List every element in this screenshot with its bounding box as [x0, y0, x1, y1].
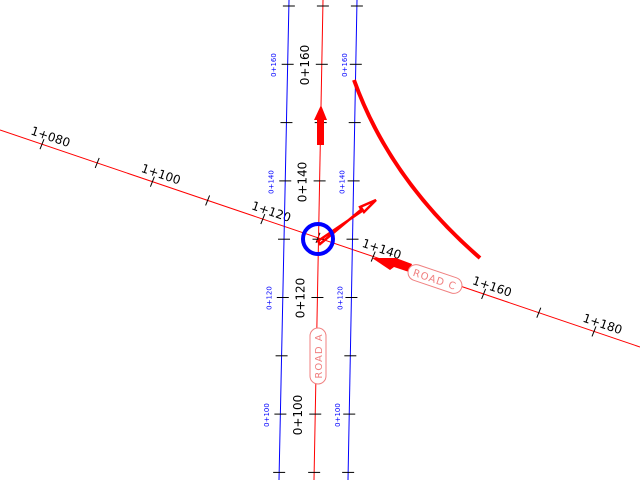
right-offset-station-label: 0+140: [339, 170, 347, 194]
road-a-station-labels: 0+160 0+140 0+120 0+100 0+160 0+140 0+120 0+100…: [263, 45, 349, 436]
road-c-station-label: 1+080: [29, 124, 72, 150]
road-c-station-label: 1+160: [471, 273, 514, 299]
road-a-station-label: 0+120: [293, 278, 307, 319]
road-a-left-offset[interactable]: [278, 0, 290, 480]
left-offset-station-label: 0+160: [270, 53, 278, 77]
right-offset-station-label: 0+120: [336, 286, 344, 310]
road-c-tick: [94, 157, 100, 169]
arrow-up-icon: [314, 105, 327, 145]
road-c-station-label: 1+120: [250, 199, 293, 225]
road-a-right-offset[interactable]: [347, 0, 358, 480]
road-c-tick: [370, 251, 376, 262]
road-c-ticks: [39, 139, 597, 337]
road-c-tick: [481, 288, 487, 300]
curb-return-curve[interactable]: [352, 79, 482, 260]
arrow-west-icon: [372, 258, 412, 272]
road-a-station-label: 0+160: [298, 45, 312, 86]
road-a-station-label: 0+140: [296, 162, 310, 203]
road-c-tick: [591, 326, 597, 337]
road-a-name: ROAD A: [314, 333, 325, 378]
road-c-tick: [205, 195, 211, 206]
right-offset-station-label: 0+160: [341, 53, 349, 77]
arrow-northeast-icon: [316, 198, 377, 246]
road-c-station-label: 1+100: [139, 161, 182, 187]
left-offset-station-label: 0+120: [265, 286, 273, 310]
road-c-tick: [536, 307, 542, 318]
intersection-marker[interactable]: [301, 222, 335, 256]
right-offset-station-label: 0+100: [334, 403, 342, 427]
road-a-station-label: 0+100: [291, 395, 305, 436]
road-c-station-label: 1+180: [581, 311, 624, 337]
road-c-tick: [260, 213, 266, 225]
road-c-tick: [149, 176, 155, 187]
road-a-label[interactable]: ROAD A: [309, 327, 327, 385]
left-offset-station-label: 0+140: [268, 170, 276, 194]
road-c-label[interactable]: ROAD C: [406, 262, 464, 295]
road-c-tick: [39, 139, 45, 150]
left-offset-station-label: 0+100: [263, 403, 271, 427]
